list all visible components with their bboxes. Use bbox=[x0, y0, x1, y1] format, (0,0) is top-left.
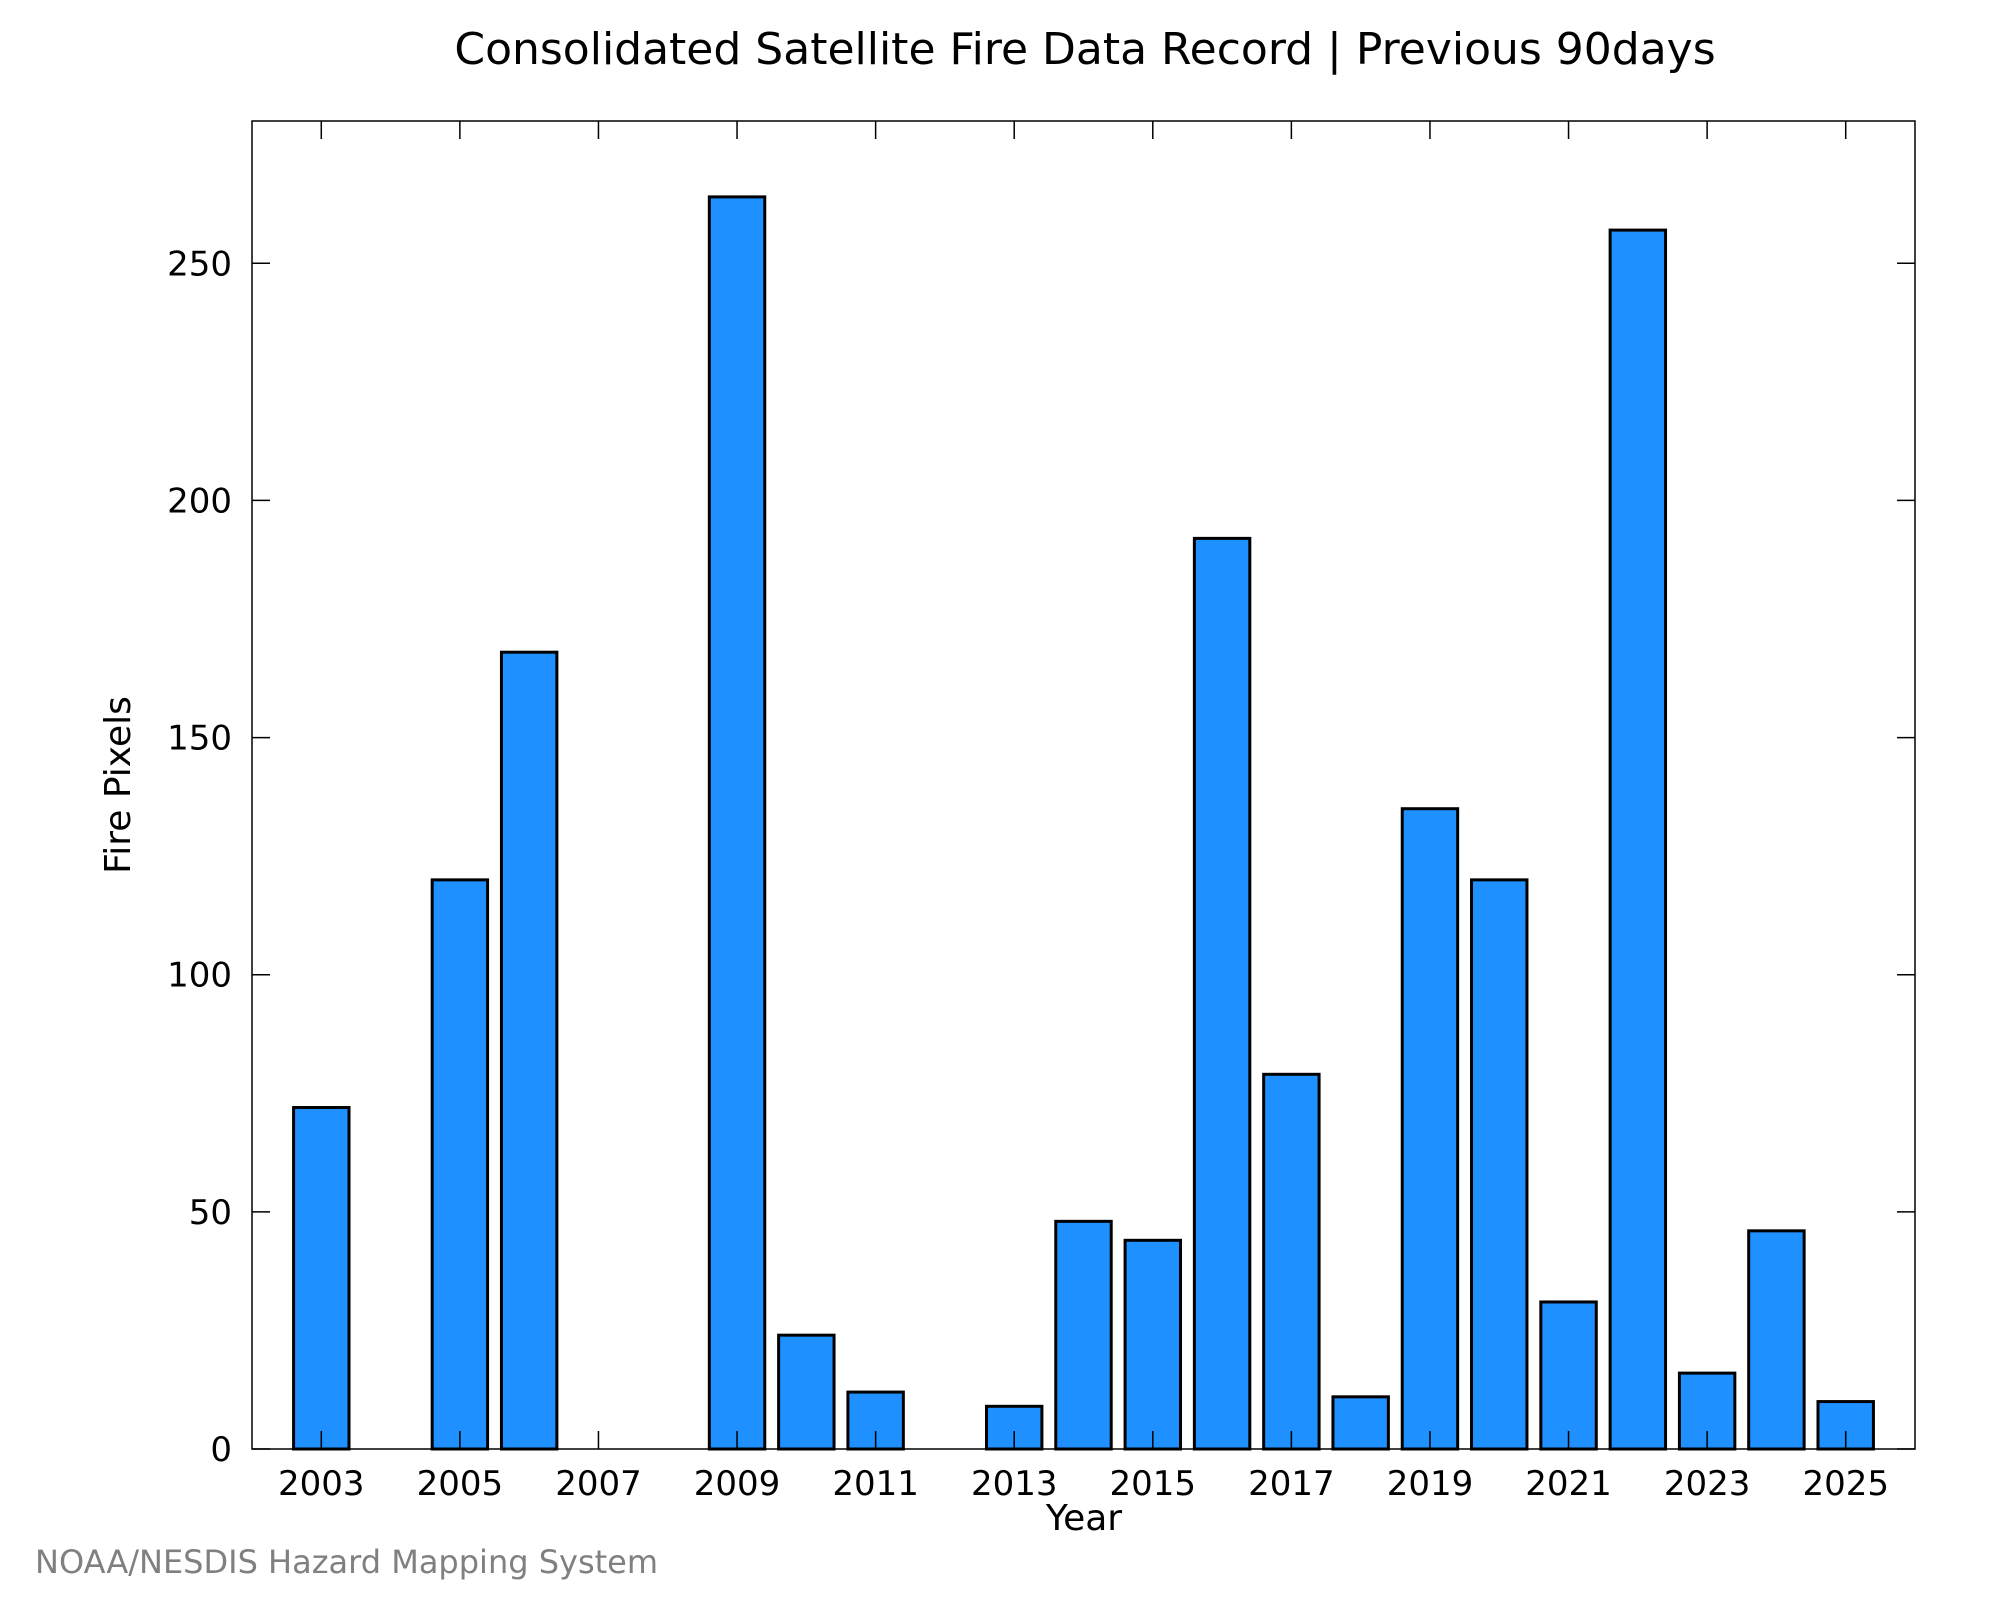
bar-2019 bbox=[1400, 807, 1460, 1451]
bar-2022 bbox=[1608, 228, 1668, 1451]
x-tick-label-2025: 2025 bbox=[1802, 1464, 1889, 1504]
x-tick-label-2011: 2011 bbox=[832, 1464, 919, 1504]
x-tick-label-2021: 2021 bbox=[1525, 1464, 1612, 1504]
x-axis-label: Year bbox=[1045, 1498, 1122, 1539]
x-tick-label-2005: 2005 bbox=[417, 1464, 504, 1504]
y-tick-label-0: 0 bbox=[210, 1430, 232, 1470]
bar-2020 bbox=[1470, 878, 1529, 1451]
credit-text: NOAA/NESDIS Hazard Mapping System bbox=[35, 1543, 658, 1581]
y-tick-label-200: 200 bbox=[167, 481, 232, 521]
x-tick-label-2015: 2015 bbox=[1110, 1464, 1197, 1504]
bar-2015 bbox=[1123, 1238, 1183, 1451]
y-tick-label-250: 250 bbox=[167, 244, 232, 284]
bar-2018 bbox=[1331, 1395, 1390, 1451]
bar-2010 bbox=[777, 1333, 836, 1451]
bar-2016 bbox=[1192, 536, 1252, 1451]
bars-group bbox=[292, 195, 1875, 1451]
x-tick-label-2013: 2013 bbox=[971, 1464, 1058, 1504]
x-tick-label-2017: 2017 bbox=[1248, 1464, 1335, 1504]
y-tick-label-100: 100 bbox=[167, 956, 232, 996]
bar-2017 bbox=[1262, 1072, 1321, 1451]
bar-2014 bbox=[1054, 1219, 1113, 1451]
y-tick-label-50: 50 bbox=[189, 1193, 232, 1233]
x-tick-label-2009: 2009 bbox=[694, 1464, 781, 1504]
y-axis-label: Fire Pixels bbox=[98, 696, 139, 874]
bar-2006 bbox=[499, 650, 559, 1451]
x-tick-label-2023: 2023 bbox=[1664, 1464, 1751, 1504]
y-tick-label-150: 150 bbox=[167, 719, 232, 759]
bar-2024 bbox=[1747, 1229, 1806, 1451]
bar-2021 bbox=[1539, 1300, 1598, 1451]
x-axis-ticks: 2003 2005 2007 2009 2011 2013 2015 2017 2019 2021… bbox=[278, 121, 1889, 1504]
bar-2005 bbox=[430, 878, 490, 1451]
bar-2003 bbox=[292, 1106, 351, 1451]
chart-title: Consolidated Satellite Fire Data Record … bbox=[454, 24, 1715, 75]
x-tick-label-2007: 2007 bbox=[555, 1464, 642, 1504]
bar-2009 bbox=[707, 195, 767, 1451]
y-axis-ticks: 0 50 100 150 200 250 bbox=[167, 244, 1915, 1470]
x-tick-label-2003: 2003 bbox=[278, 1464, 365, 1504]
x-tick-label-2019: 2019 bbox=[1387, 1464, 1474, 1504]
